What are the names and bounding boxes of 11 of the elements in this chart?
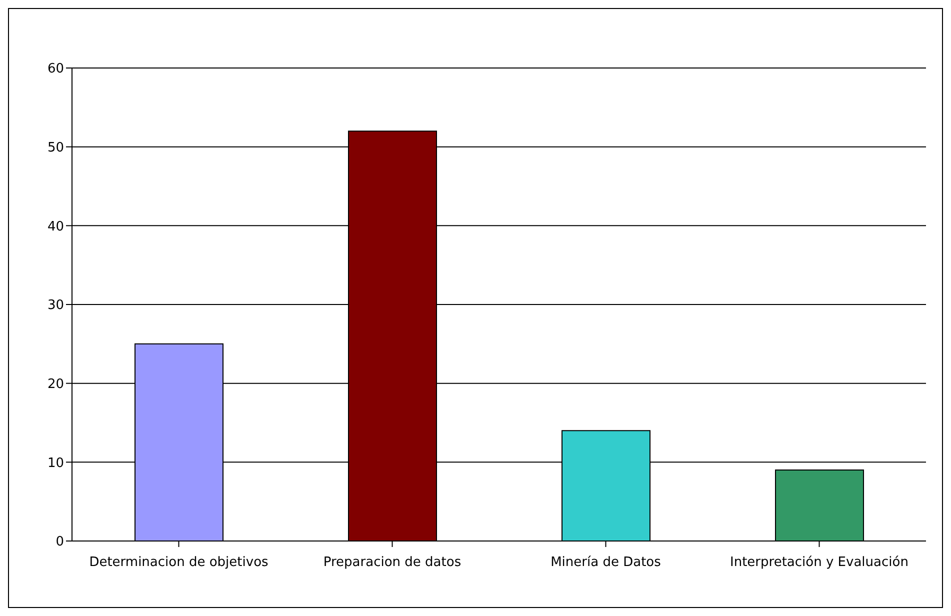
y-tick-label: 50 — [47, 140, 64, 156]
y-tick-label: 0 — [56, 534, 64, 550]
y-tick-label: 40 — [47, 219, 64, 234]
y-tick-label: 10 — [47, 456, 64, 471]
x-tick-label: Preparacion de datos — [323, 555, 462, 570]
x-tick-label: Minería de Datos — [550, 555, 662, 570]
x-tick-label: Interpretación y Evaluación — [730, 555, 908, 570]
x-tick-label: Determinacion de objetivos — [89, 555, 269, 570]
y-tick-label: 30 — [47, 298, 64, 314]
y-tick-label: 60 — [47, 62, 64, 77]
y-tick-label: 20 — [47, 376, 64, 392]
